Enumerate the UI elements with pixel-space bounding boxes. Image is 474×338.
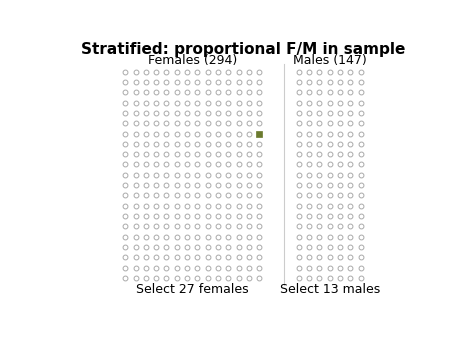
- Text: Select 27 females: Select 27 females: [136, 283, 249, 296]
- Text: Stratified: proportional F/M in sample: Stratified: proportional F/M in sample: [81, 42, 405, 56]
- Text: Females (294): Females (294): [148, 54, 237, 67]
- Text: Select 13 males: Select 13 males: [280, 283, 380, 296]
- Text: Males (147): Males (147): [293, 54, 366, 67]
